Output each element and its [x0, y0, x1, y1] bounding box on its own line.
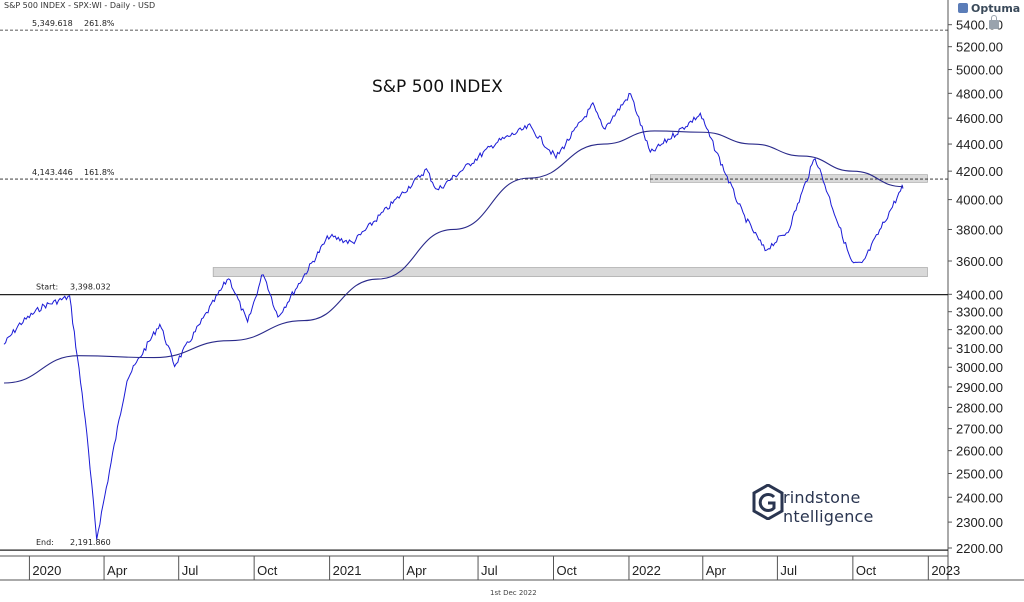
- lock-icon[interactable]: [989, 15, 999, 29]
- support-resistance-zone: [649, 174, 928, 183]
- footer-date: 1st Dec 2022: [490, 589, 537, 597]
- x-tick-label: Apr: [406, 563, 427, 578]
- y-tick-label: 2900.00: [956, 380, 1003, 395]
- level-value-label: 3,398.032: [70, 283, 111, 292]
- y-tick-label: 4800.00: [956, 86, 1003, 101]
- x-tick-label: 2022: [632, 563, 661, 578]
- level-name-label: Start:: [36, 283, 58, 292]
- y-tick-label: 2700.00: [956, 422, 1003, 437]
- x-tick-label: Jul: [182, 563, 199, 578]
- y-axis-panel: [948, 0, 1024, 602]
- x-tick-label: Apr: [107, 563, 128, 578]
- x-tick-label: Oct: [257, 563, 278, 578]
- x-tick-label: 2023: [931, 563, 960, 578]
- y-tick-label: 2400.00: [956, 490, 1003, 505]
- y-tick-label: 3000.00: [956, 360, 1003, 375]
- y-tick-label: 2300.00: [956, 515, 1003, 530]
- support-resistance-zone: [212, 267, 928, 277]
- x-tick-label: Oct: [856, 563, 877, 578]
- x-tick-label: Oct: [557, 563, 578, 578]
- x-tick-label: Apr: [706, 563, 727, 578]
- logo-line-1: rindstone: [783, 488, 861, 507]
- y-tick-label: 4400.00: [956, 137, 1003, 152]
- chart-header: S&P 500 INDEX - SPX:WI - Daily - USD: [4, 1, 156, 10]
- y-tick-label: 2200.00: [956, 541, 1003, 556]
- grindstone-logo-icon: [752, 484, 784, 520]
- logo-line-2: ntelligence: [783, 507, 874, 526]
- level-value-label: 2,191.860: [70, 538, 111, 547]
- y-tick-label: 3100.00: [956, 341, 1003, 356]
- x-tick-label: Jul: [780, 563, 797, 578]
- y-tick-label: 4000.00: [956, 193, 1003, 208]
- level-value-label: 4,143.446: [32, 168, 73, 177]
- price-series: [3, 92, 904, 540]
- y-tick-label: 3200.00: [956, 323, 1003, 338]
- chart-title: S&P 500 INDEX: [372, 77, 503, 97]
- y-tick-label: 2600.00: [956, 444, 1003, 459]
- brand-name: Optuma: [971, 2, 1021, 15]
- x-tick-label: Jul: [481, 563, 498, 578]
- y-tick-label: 2800.00: [956, 400, 1003, 415]
- x-tick-label: 2020: [32, 563, 61, 578]
- level-pct-label: 261.8%: [84, 19, 115, 28]
- level-value-label: 5,349.618: [32, 19, 73, 28]
- y-tick-label: 3600.00: [956, 254, 1003, 269]
- y-tick-label: 4600.00: [956, 111, 1003, 126]
- y-tick-label: 5000.00: [956, 63, 1003, 78]
- optuma-brand: Optuma: [958, 2, 1020, 15]
- level-name-label: End:: [36, 538, 54, 547]
- y-tick-label: 5200.00: [956, 40, 1003, 55]
- y-tick-label: 3800.00: [956, 222, 1003, 237]
- y-tick-label: 4200.00: [956, 164, 1003, 179]
- y-tick-label: 3400.00: [956, 287, 1003, 302]
- moving-average-series: [3, 130, 903, 384]
- level-pct-label: 161.8%: [84, 168, 115, 177]
- y-tick-label: 3300.00: [956, 305, 1003, 320]
- optuma-logo-icon: [958, 3, 968, 13]
- y-tick-label: 2500.00: [956, 466, 1003, 481]
- x-tick-label: 2021: [333, 563, 362, 578]
